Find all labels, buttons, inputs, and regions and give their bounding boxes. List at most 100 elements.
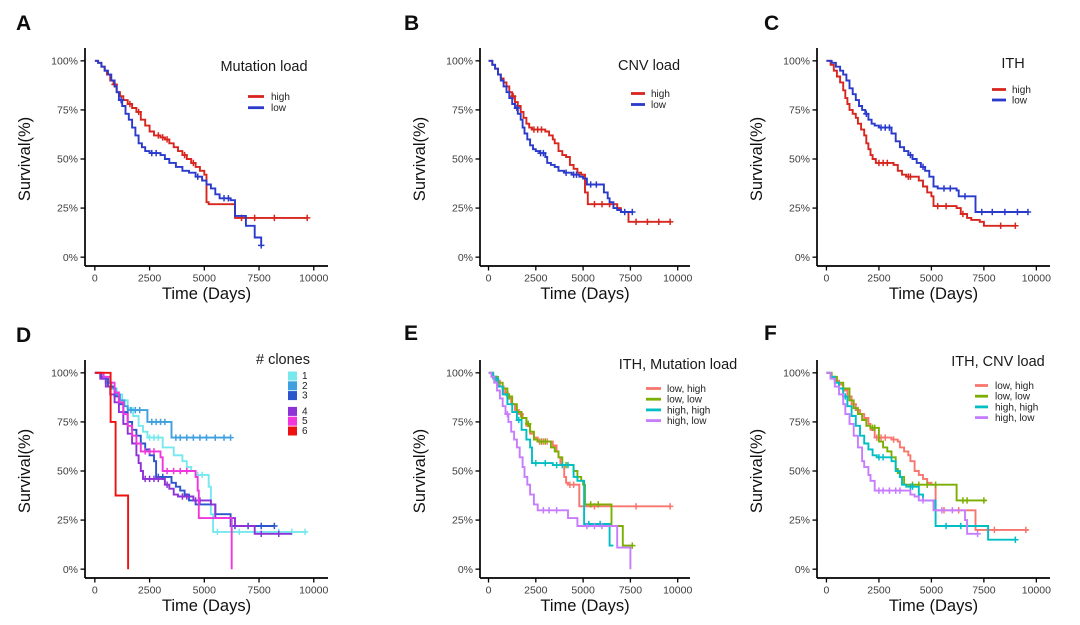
x-tick-label: 7500: [247, 273, 271, 285]
panel-label-a: A: [16, 12, 32, 35]
legend-entry-label: high, high: [995, 402, 1038, 413]
legend-entry-label: high, low: [667, 416, 707, 427]
legend-entry-label: low: [1012, 96, 1028, 107]
x-axis-title: Time (Days): [889, 597, 978, 615]
legend-entry-label: high, low: [995, 413, 1035, 424]
x-axis-title: Time (Days): [889, 285, 978, 303]
y-tick-label: 0%: [795, 564, 810, 576]
y-tick-label: 25%: [789, 203, 810, 215]
legend-title: Mutation load: [220, 59, 307, 75]
legend-title: ITH, Mutation load: [619, 357, 737, 373]
series-5: [94, 371, 233, 570]
series-low: [94, 59, 265, 249]
km-curve: [488, 371, 614, 547]
y-axis-title: Survival(%): [411, 117, 429, 201]
y-tick-label: 75%: [789, 417, 810, 429]
x-axis-title: Time (Days): [162, 285, 251, 303]
y-tick-label: 100%: [51, 367, 78, 379]
legend-entry-label: low, high: [995, 381, 1034, 392]
y-tick-label: 75%: [789, 105, 810, 117]
y-tick-label: 0%: [458, 564, 473, 576]
y-tick-label: 50%: [452, 154, 473, 166]
series-high: [488, 59, 674, 226]
series-low: [488, 59, 636, 216]
y-tick-label: 100%: [51, 55, 78, 67]
panel-b-cnv-load: B 0 2500 5000 7500 10000 0% 25% 50% 75% 100% Time …: [360, 0, 720, 312]
y-tick-label: 0%: [63, 564, 78, 576]
y-tick-label: 50%: [789, 466, 810, 478]
y-tick-label: 50%: [789, 154, 810, 166]
km-curve: [488, 59, 671, 223]
x-tick-label: 10000: [1022, 585, 1051, 597]
x-axis-title: Time (Days): [162, 597, 251, 615]
y-tick-label: 0%: [63, 252, 78, 264]
legend-title: CNV load: [618, 58, 680, 74]
panel-a-mutation-load: A 0 2500 5000 7500 10000 0% 25% 50% 75% 100% Time …: [0, 0, 360, 312]
axes: 0 2500 5000 7500 10000 0% 25% 50% 75% 100%: [783, 360, 1051, 597]
legend-entry-label: 3: [302, 391, 308, 402]
km-curve: [826, 371, 1016, 541]
x-axis-title: Time (Days): [540, 285, 629, 303]
km-plot-ith-cnv-load: 0 2500 5000 7500 10000 0% 25% 50% 75% 100% Time (D…: [748, 354, 1051, 615]
panel-f-ith-cnv-load: F 0 2500 5000 7500 10000 0% 25% 50% 75% 100% Time …: [720, 312, 1080, 624]
legend-swatch: [288, 391, 297, 401]
axes: 0 2500 5000 7500 10000 0% 25% 50% 75% 100%: [446, 360, 692, 597]
km-curve: [94, 371, 233, 570]
axes: 0 2500 5000 7500 10000 0% 25% 50% 75% 100%: [783, 48, 1051, 285]
legend: # clones 123 456: [256, 352, 310, 437]
x-tick-label: 5000: [193, 585, 217, 597]
km-curve: [826, 59, 1016, 227]
km-curve: [488, 59, 633, 213]
y-axis-title: Survival(%): [16, 117, 34, 201]
legend-entry-label: low: [271, 103, 287, 114]
x-tick-label: 0: [92, 585, 98, 597]
legend-title: ITH, CNV load: [951, 354, 1044, 370]
panel-e-ith-mutation-load: E 0 2500 5000 7500 10000 0% 25% 50% 75% 100% Time …: [360, 312, 737, 624]
km-curve: [826, 371, 986, 502]
legend-swatch: [288, 371, 297, 381]
x-tick-label: 2500: [138, 585, 162, 597]
x-tick-label: 2500: [524, 585, 548, 597]
x-tick-label: 0: [486, 273, 492, 285]
y-axis-title: Survival(%): [748, 117, 766, 201]
legend-swatch: [288, 406, 297, 416]
x-axis-title: Time (Days): [540, 597, 629, 615]
y-axis-title: Survival(%): [411, 429, 429, 513]
legend-entry-label: 5: [302, 416, 308, 427]
y-tick-label: 50%: [452, 466, 473, 478]
series-high-low: [826, 371, 981, 538]
km-curve: [826, 371, 1028, 531]
x-tick-label: 7500: [619, 273, 643, 285]
km-curve: [826, 371, 978, 535]
axes: 0 2500 5000 7500 10000 0% 25% 50% 75% 100%: [446, 48, 692, 285]
km-curve: [94, 59, 308, 219]
axes: 0 2500 5000 7500 10000 0% 25% 50% 75% 100%: [51, 360, 329, 597]
km-plot-cnv-load: 0 2500 5000 7500 10000 0% 25% 50% 75% 100% Time (D…: [411, 48, 692, 303]
y-tick-label: 50%: [57, 466, 78, 478]
y-tick-label: 25%: [452, 515, 473, 527]
panel-label-d: D: [16, 324, 32, 347]
km-plot-ith: 0 2500 5000 7500 10000 0% 25% 50% 75% 100% Time (D…: [748, 48, 1051, 303]
legend-entry-label: 1: [302, 371, 308, 382]
x-tick-label: 0: [824, 273, 830, 285]
km-plot-num-clones: 0 2500 5000 7500 10000 0% 25% 50% 75% 100% Time (D…: [16, 352, 329, 615]
x-tick-label: 5000: [193, 273, 217, 285]
y-tick-label: 50%: [57, 154, 78, 166]
y-tick-label: 100%: [783, 367, 810, 379]
series-low: [826, 59, 1032, 216]
y-tick-label: 0%: [458, 252, 473, 264]
y-tick-label: 75%: [57, 417, 78, 429]
legend-entry-label: high, high: [667, 405, 710, 416]
legend-entry-label: 6: [302, 426, 308, 437]
y-tick-label: 0%: [795, 252, 810, 264]
panel-label-e: E: [404, 322, 419, 345]
x-tick-label: 10000: [299, 273, 328, 285]
legend-entry-label: 2: [302, 381, 308, 392]
y-tick-label: 100%: [446, 55, 473, 67]
